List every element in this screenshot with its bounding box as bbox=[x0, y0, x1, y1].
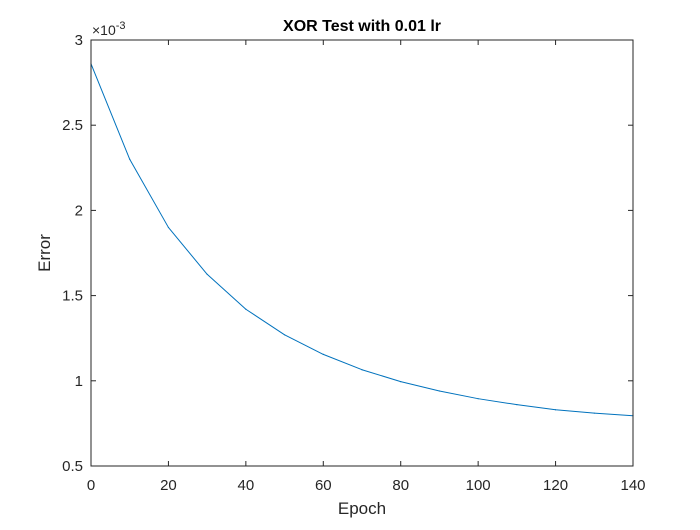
y-tick-label: 2.5 bbox=[62, 117, 83, 134]
plot-box bbox=[90, 39, 634, 467]
data-point bbox=[129, 158, 131, 160]
chart-title: XOR Test with 0.01 lr bbox=[283, 18, 441, 35]
x-tick-labels: 0 20 40 60 80 100 120 140 bbox=[87, 477, 646, 494]
x-axis-label: Epoch bbox=[338, 499, 386, 518]
data-point bbox=[593, 412, 595, 414]
data-point bbox=[167, 226, 170, 229]
y-axis-exponent-power: -3 bbox=[116, 20, 126, 32]
data-point bbox=[245, 308, 247, 310]
data-point bbox=[400, 381, 402, 383]
y-axis-label: Error bbox=[35, 234, 54, 272]
data-point bbox=[516, 404, 518, 406]
x-tick-label: 140 bbox=[620, 477, 645, 494]
y-tick-label: 1.5 bbox=[62, 288, 83, 305]
data-point bbox=[322, 353, 324, 355]
x-tick-label: 60 bbox=[315, 477, 332, 494]
y-tick-label: 1 bbox=[75, 373, 83, 390]
data-point bbox=[477, 398, 479, 400]
data-point bbox=[283, 334, 286, 336]
x-tick-label: 0 bbox=[87, 477, 95, 494]
x-tick-label: 120 bbox=[543, 477, 568, 494]
x-tick-label: 20 bbox=[160, 477, 177, 494]
plot-area bbox=[91, 40, 633, 466]
series-layer bbox=[90, 63, 634, 417]
y-tick-labels: 0.5 1 1.5 2 2.5 3 bbox=[62, 32, 83, 475]
y-tick-label: 2 bbox=[75, 202, 83, 219]
x-tick-label: 80 bbox=[392, 477, 409, 494]
data-point bbox=[554, 409, 557, 411]
data-point bbox=[361, 369, 363, 371]
y-axis-exponent: ×10-3 bbox=[92, 20, 126, 38]
data-point bbox=[206, 273, 208, 275]
y-tick-label: 0.5 bbox=[62, 458, 83, 475]
y-axis-exponent-base: ×10 bbox=[92, 22, 116, 38]
x-tick-label: 100 bbox=[466, 477, 491, 494]
data-point bbox=[438, 390, 441, 392]
x-tick-label: 40 bbox=[238, 477, 255, 494]
y-tick-label: 3 bbox=[75, 32, 83, 49]
